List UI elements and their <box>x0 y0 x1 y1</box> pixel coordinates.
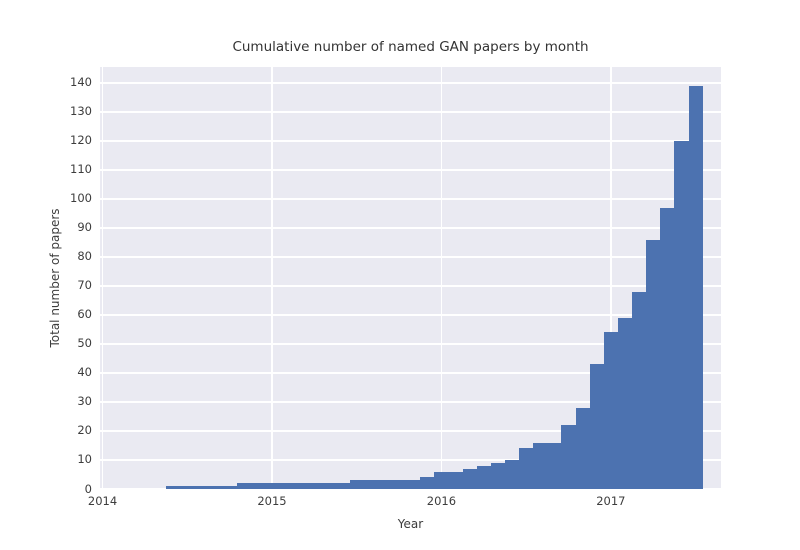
bar-2016-09 <box>547 442 563 489</box>
bar-2017-02 <box>617 317 633 489</box>
bar-2015-10 <box>392 480 407 489</box>
gridline-horizontal <box>100 314 721 316</box>
bar-2015-05 <box>321 483 337 489</box>
gridline-horizontal <box>100 198 721 200</box>
y-tick-label: 50 <box>77 336 92 351</box>
gridline-horizontal <box>100 401 721 403</box>
bar-2017-05 <box>660 207 675 489</box>
gridline-horizontal <box>100 169 721 171</box>
chart-title: Cumulative number of named GAN papers by… <box>232 39 589 55</box>
bar-2016-05 <box>490 462 506 489</box>
bar-2014-09 <box>208 486 224 489</box>
gridline-horizontal <box>100 140 721 142</box>
bar-2015-09 <box>377 480 393 489</box>
gridline-vertical <box>610 67 612 489</box>
y-tick-label: 70 <box>77 278 92 293</box>
bar-2014-10 <box>222 486 238 489</box>
bar-2014-11 <box>236 483 252 489</box>
x-axis-label: Year <box>397 517 424 531</box>
bar-2016-12 <box>589 364 605 489</box>
bar-2016-08 <box>533 442 548 489</box>
bar-2017-07 <box>688 85 704 489</box>
y-tick-label: 100 <box>70 191 92 206</box>
gridline-horizontal <box>100 256 721 258</box>
x-tick-label: 2016 <box>426 494 457 508</box>
bar-2015-02 <box>279 483 294 489</box>
y-tick-label: 10 <box>77 452 92 467</box>
bar-2015-11 <box>406 480 421 489</box>
gridline-horizontal <box>100 111 721 113</box>
bar-2017-01 <box>603 332 619 489</box>
y-tick-label: 0 <box>84 481 92 496</box>
gridline-horizontal <box>100 227 721 229</box>
x-tick-label: 2017 <box>596 494 626 508</box>
bar-2017-06 <box>674 140 690 489</box>
y-tick-label: 110 <box>70 162 92 177</box>
bar-2016-06 <box>504 459 520 489</box>
y-tick-label: 30 <box>77 394 92 409</box>
y-axis-label: Total number of papers <box>48 208 62 348</box>
y-tick-label: 130 <box>70 104 92 119</box>
x-tick-label: 2015 <box>257 494 287 508</box>
y-tick-label: 120 <box>70 133 92 148</box>
bar-2016-02 <box>448 471 464 489</box>
gridline-vertical <box>440 67 443 489</box>
gridline-horizontal <box>100 488 721 490</box>
bar-2015-07 <box>349 480 365 489</box>
bar-2015-04 <box>307 483 322 489</box>
bar-2017-04 <box>646 239 661 489</box>
gridline-horizontal <box>100 82 721 84</box>
y-tick-label: 140 <box>70 75 92 90</box>
bar-2015-03 <box>293 483 308 489</box>
gridline-horizontal <box>100 343 721 345</box>
gridline-horizontal <box>100 430 721 432</box>
bar-2016-07 <box>519 448 534 489</box>
bar-2017-03 <box>632 291 647 489</box>
bar-2016-10 <box>561 425 577 489</box>
bar-2015-12 <box>420 477 435 489</box>
bar-2014-06 <box>166 486 181 489</box>
gridline-horizontal <box>100 372 721 374</box>
y-tick-label: 90 <box>77 220 92 235</box>
bar-2014-07 <box>180 486 195 489</box>
gridline-horizontal <box>100 285 721 287</box>
gridline-vertical <box>101 67 104 489</box>
bar-2015-01 <box>264 483 280 489</box>
y-tick-label: 20 <box>77 423 92 438</box>
plot-area <box>100 67 721 490</box>
bar-2014-08 <box>194 486 210 489</box>
bar-2015-06 <box>335 483 351 489</box>
bar-2016-11 <box>575 407 591 489</box>
bar-2016-01 <box>434 471 450 489</box>
bar-2016-04 <box>476 465 492 489</box>
gridline-vertical <box>271 67 273 489</box>
y-tick-label: 40 <box>77 365 92 380</box>
bar-2014-12 <box>250 483 266 489</box>
bar-2015-08 <box>363 480 379 489</box>
bar-2016-03 <box>462 468 478 489</box>
gridline-horizontal <box>100 459 721 461</box>
y-tick-label: 80 <box>77 249 92 264</box>
y-tick-label: 60 <box>77 307 92 322</box>
x-tick-label: 2014 <box>87 494 118 508</box>
